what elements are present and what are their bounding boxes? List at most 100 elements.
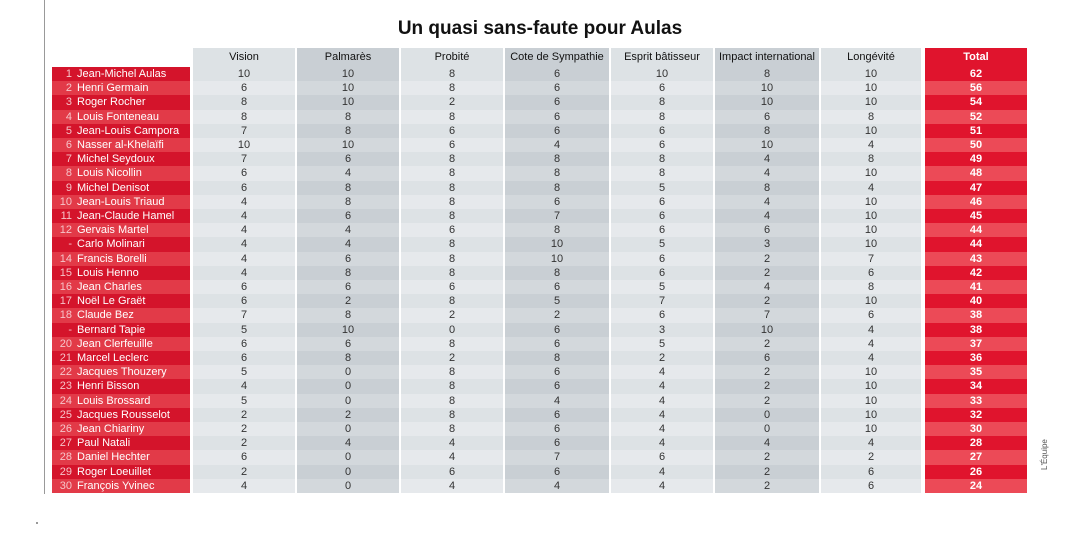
score-cell: 8 [401, 336, 503, 351]
total-cell: 24 [925, 478, 1027, 493]
rank: 16 [59, 281, 72, 293]
score-cell: 4 [193, 237, 295, 252]
total-cell: 40 [925, 294, 1027, 309]
rank: 27 [59, 437, 72, 450]
score-cell: 6 [611, 308, 713, 323]
name: Noël Le Graët [77, 295, 146, 308]
rank: 7 [65, 153, 72, 166]
name-cell: 21 Marcel Leclerc [52, 351, 190, 366]
rank: 22 [59, 366, 72, 379]
score-cell: 4 [611, 379, 713, 394]
score-cell: 6 [505, 464, 609, 479]
score-cell: 10 [821, 209, 921, 224]
score-cell: 2 [297, 294, 399, 309]
score-cell: 6 [505, 407, 609, 422]
score-cell: 2 [715, 294, 819, 309]
score-cell: 8 [611, 109, 713, 124]
name: Francis Borelli [77, 252, 147, 265]
score-cell: 4 [297, 166, 399, 181]
score-cell: 6 [401, 123, 503, 138]
score-cell: 2 [193, 436, 295, 451]
score-cell: 8 [401, 109, 503, 124]
total-cell: 37 [925, 336, 1027, 351]
score-cell: 10 [297, 67, 399, 82]
score-cell: 8 [401, 194, 503, 209]
score-cell: 6 [297, 336, 399, 351]
score-cell: 8 [821, 280, 921, 295]
score-cell: 2 [401, 351, 503, 366]
score-cell: 6 [297, 280, 399, 295]
score-cell: 6 [611, 265, 713, 280]
score-cell: 2 [715, 251, 819, 266]
score-cell: 6 [401, 223, 503, 238]
name-cell: 29 Roger Loeuillet [52, 464, 190, 479]
score-cell: 4 [193, 478, 295, 493]
rank: 23 [59, 380, 72, 393]
rank: 12 [59, 224, 72, 237]
score-cell: 4 [297, 436, 399, 451]
score-cell: 8 [193, 95, 295, 110]
score-cell: 7 [505, 450, 609, 465]
score-cell: 4 [505, 393, 609, 408]
score-cell: 10 [821, 123, 921, 138]
name: Paul Natali [77, 437, 131, 450]
rank: 11 [60, 210, 72, 222]
score-cell: 4 [821, 351, 921, 366]
score-cell: 10 [821, 194, 921, 209]
score-cell: 6 [505, 194, 609, 209]
rank: 17 [59, 295, 72, 308]
score-cell: 10 [821, 365, 921, 380]
name: Jacques Thouzery [77, 366, 167, 379]
score-cell: 0 [715, 422, 819, 437]
total-cell: 38 [925, 308, 1027, 323]
rank: 25 [59, 408, 72, 421]
score-cell: 6 [505, 81, 609, 96]
total-cell: 56 [925, 81, 1027, 96]
name-cell: 2 Henri Germain [52, 81, 190, 96]
name-cell: 14 Francis Borelli [52, 251, 190, 266]
score-cell: 6 [505, 322, 609, 337]
score-cell: 2 [821, 450, 921, 465]
total-cell: 50 [925, 138, 1027, 153]
name-cell: 30 François Yvinec [52, 478, 190, 493]
total-cell: 30 [925, 422, 1027, 437]
rank: - [68, 323, 72, 336]
column-header: Vision [193, 48, 295, 67]
total-cell: 34 [925, 379, 1027, 394]
score-cell: 6 [505, 95, 609, 110]
score-cell: 8 [297, 109, 399, 124]
score-cell: 2 [715, 336, 819, 351]
score-cell: 6 [193, 351, 295, 366]
total-cell: 46 [925, 194, 1027, 209]
name-cell: 25 Jacques Rousselot [52, 407, 190, 422]
score-cell: 6 [611, 209, 713, 224]
name: Daniel Hechter [77, 451, 150, 464]
score-cell: 0 [297, 478, 399, 493]
name-cell: 12 Gervais Martel [52, 223, 190, 238]
score-cell: 4 [715, 166, 819, 181]
rank: 9 [65, 181, 72, 194]
score-cell: 4 [193, 194, 295, 209]
score-cell: 8 [401, 251, 503, 266]
score-cell: 8 [297, 265, 399, 280]
score-cell: 4 [715, 280, 819, 295]
score-cell: 2 [401, 95, 503, 110]
rank: 1 [65, 68, 72, 80]
score-cell: 5 [193, 393, 295, 408]
score-cell: 10 [821, 407, 921, 422]
column-header: Probité [401, 48, 503, 67]
score-cell: 2 [611, 351, 713, 366]
score-cell: 6 [505, 379, 609, 394]
score-cell: 0 [297, 422, 399, 437]
dot [36, 522, 38, 524]
name-cell: 27 Paul Natali [52, 436, 190, 451]
score-cell: 0 [297, 464, 399, 479]
score-cell: 10 [821, 223, 921, 238]
score-cell: 6 [193, 81, 295, 96]
name: Louis Brossard [77, 394, 151, 407]
score-cell: 8 [505, 351, 609, 366]
score-cell: 8 [401, 422, 503, 437]
total-cell: 43 [925, 251, 1027, 266]
score-cell: 4 [715, 209, 819, 224]
score-cell: 10 [297, 81, 399, 96]
